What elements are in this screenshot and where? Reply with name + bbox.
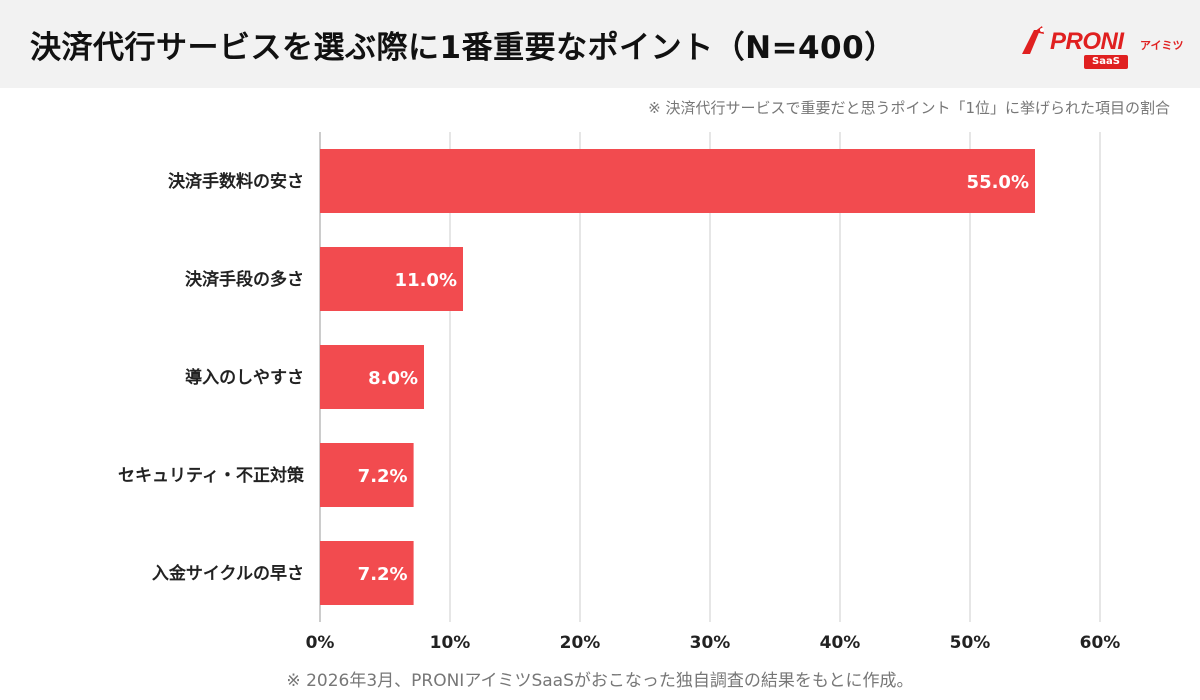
header-bar: 決済代行サービスを選ぶ際に1番重要なポイント（N=400） PRONI アイミツ…	[0, 0, 1200, 88]
category-label: セキュリティ・不正対策	[118, 465, 305, 486]
bar-value-label: 7.2%	[358, 466, 408, 487]
logo-wordmark: PRONI	[1050, 28, 1124, 55]
category-label: 決済手段の多さ	[185, 269, 304, 290]
x-tick-label: 0%	[306, 633, 335, 653]
bar	[320, 541, 414, 605]
bar-value-label: 11.0%	[395, 270, 457, 291]
logo-subtext: アイミツ	[1140, 39, 1184, 52]
source-footnote: ※ 2026年3月、PRONIアイミツSaaSがおこなった独自調査の結果をもとに…	[286, 671, 914, 691]
brand-logo: PRONI アイミツ SaaS	[1018, 18, 1183, 70]
x-tick-label: 10%	[430, 633, 471, 653]
chart-note: ※ 決済代行サービスで重要だと思うポイント「1位」に挙げられた項目の割合	[648, 99, 1170, 117]
bar	[320, 345, 424, 409]
category-label: 導入のしやすさ	[185, 367, 304, 388]
x-tick-label: 60%	[1080, 633, 1121, 653]
x-tick-label: 30%	[690, 633, 731, 653]
bar	[320, 247, 463, 311]
rocket-icon	[1022, 26, 1044, 54]
bar-value-label: 7.2%	[358, 564, 408, 585]
category-label: 決済手数料の安さ	[168, 171, 304, 192]
x-tick-label: 50%	[950, 633, 991, 653]
bar	[320, 149, 1035, 213]
logo-saas-badge: SaaS	[1084, 55, 1128, 69]
bar	[320, 443, 414, 507]
x-tick-label: 40%	[820, 633, 861, 653]
category-label: 入金サイクルの早さ	[152, 563, 304, 584]
page-title: 決済代行サービスを選ぶ際に1番重要なポイント（N=400）	[30, 30, 896, 66]
bar-value-label: 8.0%	[368, 368, 418, 389]
bar-value-label: 55.0%	[967, 172, 1029, 193]
x-tick-label: 20%	[560, 633, 601, 653]
